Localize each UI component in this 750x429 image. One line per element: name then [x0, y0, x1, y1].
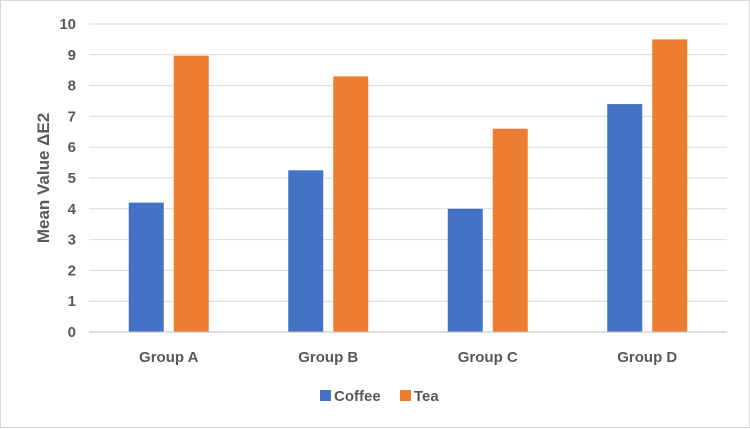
- legend-label-tea: Tea: [414, 388, 439, 405]
- bar-coffee-group-a: [128, 202, 164, 332]
- x-tick-label: Group D: [617, 349, 677, 366]
- bar-tea-group-b: [333, 76, 369, 332]
- bar-coffee-group-b: [288, 170, 324, 332]
- y-tick-label: 7: [68, 108, 76, 125]
- bar-coffee-group-c: [447, 208, 483, 332]
- y-tick-label: 4: [68, 201, 77, 218]
- bars: [128, 39, 688, 333]
- legend-swatch-coffee: [320, 390, 331, 401]
- x-axis-ticks: Group A Group B Group C Group D: [139, 349, 677, 366]
- bar-coffee-group-d: [607, 104, 643, 332]
- legend-swatch-tea: [400, 390, 411, 401]
- y-tick-label: 10: [59, 16, 76, 33]
- y-axis-title: Mean Value ΔE2: [34, 113, 53, 243]
- legend: Coffee Tea: [320, 388, 439, 405]
- y-axis-ticks: 0 1 2 3 4 5 6 7 8 9 10: [59, 16, 76, 341]
- bar-tea-group-c: [492, 128, 528, 332]
- x-tick-label: Group C: [458, 349, 518, 366]
- x-tick-label: Group A: [139, 349, 199, 366]
- bar-tea-group-a: [173, 55, 209, 332]
- y-tick-label: 5: [68, 170, 76, 187]
- y-tick-label: 2: [68, 262, 76, 279]
- y-tick-label: 8: [68, 78, 76, 95]
- y-tick-label: 1: [68, 293, 76, 310]
- x-tick-label: Group B: [298, 349, 358, 366]
- y-tick-label: 0: [68, 324, 76, 341]
- y-tick-label: 6: [68, 139, 76, 156]
- bar-tea-group-d: [652, 39, 688, 333]
- y-tick-label: 9: [68, 47, 76, 64]
- legend-label-coffee: Coffee: [334, 388, 381, 405]
- y-tick-label: 3: [68, 232, 76, 249]
